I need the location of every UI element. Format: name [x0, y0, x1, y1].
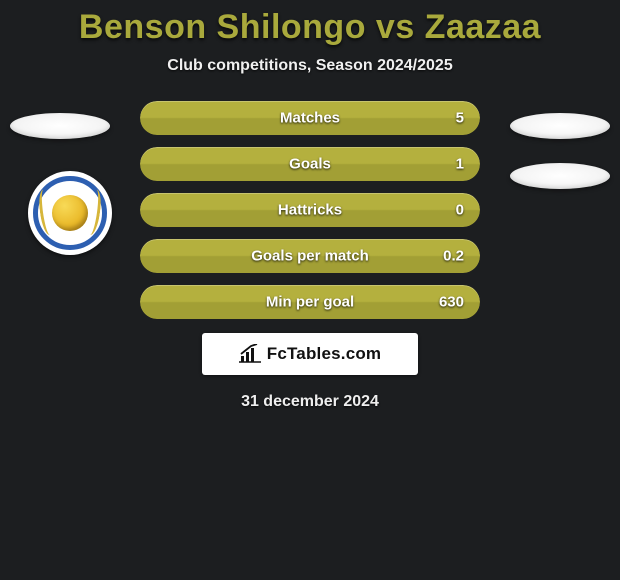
stat-value: 0 — [456, 202, 464, 219]
stat-bar: Hattricks 0 — [140, 193, 480, 227]
stat-value: 0.2 — [443, 248, 464, 265]
stat-label: Matches — [280, 110, 340, 127]
snapshot-date: 31 december 2024 — [0, 393, 620, 411]
club-badge-left — [28, 171, 112, 255]
stat-bar: Goals per match 0.2 — [140, 239, 480, 273]
page-title: Benson Shilongo vs Zaazaa — [0, 0, 620, 47]
stat-value: 630 — [439, 294, 464, 311]
stat-value: 1 — [456, 156, 464, 173]
stat-bar: Goals 1 — [140, 147, 480, 181]
player-photo-placeholder-right-2 — [510, 163, 610, 189]
bar-chart-icon — [239, 344, 261, 364]
stat-label: Min per goal — [266, 294, 354, 311]
stat-bars: Matches 5 Goals 1 Hattricks 0 Goals per … — [140, 101, 480, 319]
stat-label: Goals per match — [251, 248, 369, 265]
stat-bar: Matches 5 — [140, 101, 480, 135]
attribution-badge: FcTables.com — [202, 333, 418, 375]
stat-value: 5 — [456, 110, 464, 127]
stat-bar: Min per goal 630 — [140, 285, 480, 319]
stat-label: Hattricks — [278, 202, 342, 219]
attribution-text: FcTables.com — [267, 344, 382, 364]
player-photo-placeholder-left — [10, 113, 110, 139]
comparison-panel: Matches 5 Goals 1 Hattricks 0 Goals per … — [0, 101, 620, 411]
subtitle: Club competitions, Season 2024/2025 — [0, 57, 620, 75]
stat-label: Goals — [289, 156, 331, 173]
player-photo-placeholder-right-1 — [510, 113, 610, 139]
